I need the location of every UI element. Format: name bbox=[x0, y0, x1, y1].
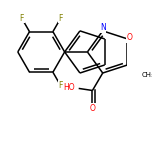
Text: HO: HO bbox=[64, 83, 75, 92]
Text: N: N bbox=[100, 23, 106, 32]
Text: F: F bbox=[20, 14, 24, 23]
Text: O: O bbox=[90, 104, 95, 113]
Text: F: F bbox=[59, 14, 63, 23]
Text: F: F bbox=[59, 81, 63, 90]
Text: O: O bbox=[127, 33, 133, 42]
Text: CH₃: CH₃ bbox=[142, 73, 152, 78]
